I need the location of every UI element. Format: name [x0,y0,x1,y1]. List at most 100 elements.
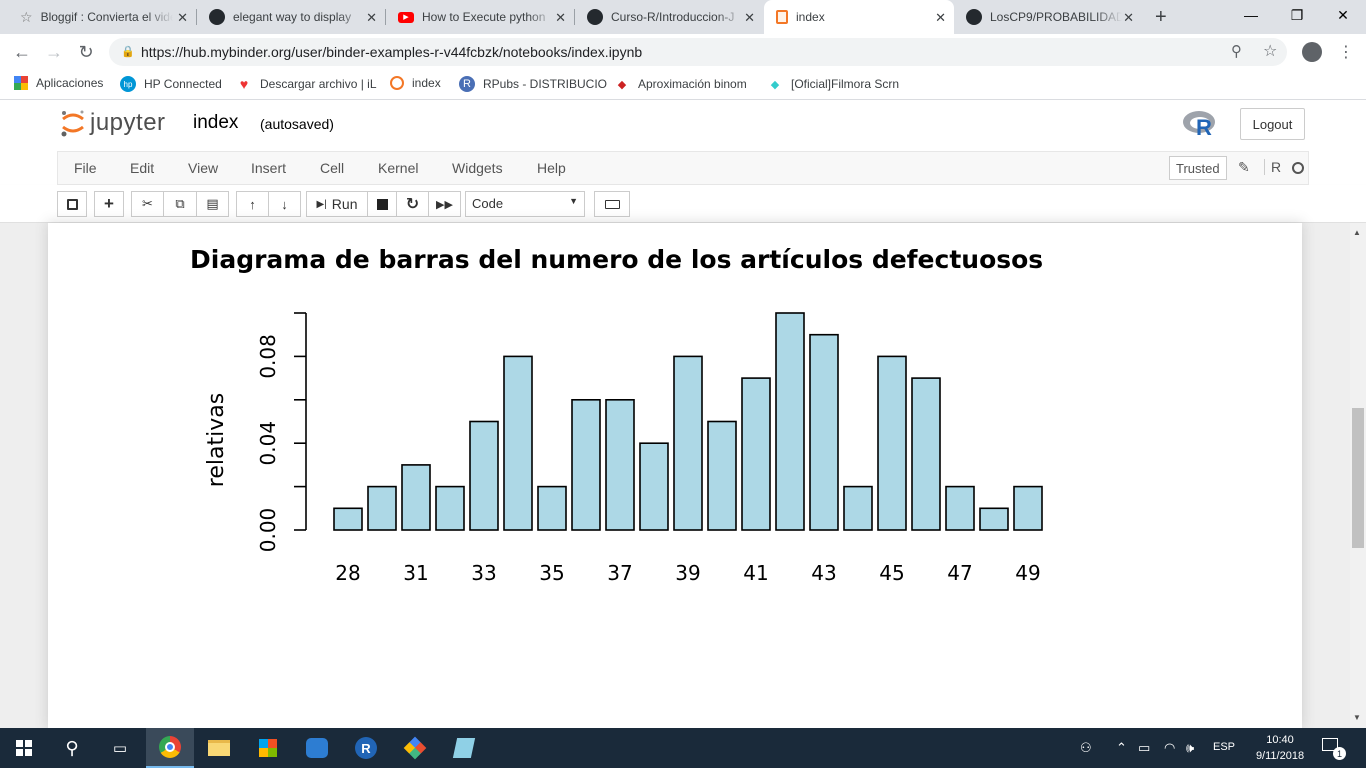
r-icon[interactable]: R [342,728,390,768]
menu-help[interactable]: Help [537,160,566,176]
github-icon [209,9,225,25]
language-indicator[interactable]: ESP [1213,741,1236,753]
people-icon[interactable]: ⚇ [1080,740,1092,755]
store-icon[interactable] [244,728,292,768]
paste-icon: ▤ [206,196,219,211]
bar-48 [979,507,1009,531]
close-tab-icon[interactable]: ✕ [935,10,946,25]
menu-cell[interactable]: Cell [320,160,345,176]
bookmark-descargar[interactable]: ♥ Descargar archivo | iL [236,76,377,92]
x-tick-label: 47 [947,561,972,585]
zoom-icon[interactable]: ⚲ [1231,43,1242,60]
arrow-down-icon: ↓ [281,196,288,212]
cut-button[interactable]: ✂ [131,191,164,217]
clock[interactable]: 10:40 9/11/2018 [1250,732,1310,764]
close-tab-icon[interactable]: ✕ [1123,10,1134,25]
reload-icon[interactable]: ↻ [78,41,94,62]
x-tick-label: 28 [335,561,360,585]
menu-kernel[interactable]: Kernel [378,160,419,176]
taskbar: ⚲ ▭ R ⚇ ⌃ ▭ ◠ 🕪 ESP 10:40 9/11/2018 1 [0,728,1366,768]
clock-date: 9/11/2018 [1255,750,1305,762]
chevron-up-icon[interactable]: ⌃ [1116,740,1127,755]
app-icon[interactable] [293,728,341,768]
profile-avatar-icon[interactable] [1302,42,1322,62]
bookmark-filmora[interactable]: ◆ [Oficial]Filmora Scrn [767,76,899,92]
restart-run-all-button[interactable]: ▶▶ [428,191,461,217]
bookmark-hp[interactable]: hp HP Connected [120,76,222,92]
url-input[interactable]: 🔒 https://hub.mybinder.org/user/binder-e… [109,38,1287,66]
bookmark-rpubs[interactable]: R RPubs - DISTRIBUCIO [459,76,607,92]
more-menu-icon[interactable]: ⋮ [1338,44,1354,61]
start-icon[interactable] [0,728,48,768]
bars-group [333,312,1043,531]
copy-button[interactable]: ⧉ [163,191,197,217]
jupyter-icon [776,10,788,24]
close-tab-icon[interactable]: ✕ [366,10,377,25]
menu-view[interactable]: View [188,160,219,176]
bookmark-aplicaciones[interactable]: Aplicaciones [14,76,103,90]
minimize-button[interactable]: — [1244,7,1258,23]
jupyter-logo[interactable]: jupyter [60,109,166,137]
notification-count: 1 [1333,747,1346,760]
back-arrow-icon[interactable]: ← [13,41,31,62]
file-explorer-icon[interactable] [195,728,243,768]
browser-tab[interactable]: ▶ How to Execute python ✕ [386,0,574,34]
bookmark-aproximacion[interactable]: ◆ Aproximación binom [614,76,747,92]
browser-tab[interactable]: LosCP9/PROBABILIDAD ✕ [954,0,1142,34]
wifi-icon[interactable]: ◠ [1164,740,1176,755]
cell-type-select[interactable]: Code ▼ [465,191,585,217]
scroll-up-icon[interactable]: ▲ [1353,228,1361,237]
browser-tab-active[interactable]: index ✕ [764,0,954,34]
run-button[interactable]: ▶| Run [306,191,368,217]
close-tab-icon[interactable]: ✕ [177,10,188,25]
interrupt-button[interactable] [367,191,397,217]
forward-arrow-icon[interactable]: → [45,41,63,62]
pencil-icon[interactable]: ✎ [1238,159,1250,175]
github-icon [587,9,603,25]
star-icon: ☆ [20,8,33,25]
github-icon [966,9,982,25]
battery-icon[interactable]: ▭ [1138,740,1151,755]
insert-cell-button[interactable]: + [94,191,124,217]
browser-tab[interactable]: ☆ Bloggif : Convierta el video ✕ [8,0,196,34]
scrollbar-thumb[interactable] [1352,408,1364,548]
bar-30 [367,485,397,531]
close-tab-icon[interactable]: ✕ [744,10,755,25]
paste-button[interactable]: ▤ [196,191,229,217]
browser-tab[interactable]: elegant way to display ✕ [197,0,385,34]
menu-edit[interactable]: Edit [130,160,155,176]
menu-bar: File Edit View Insert Cell Kernel Widget… [57,151,1309,185]
x-tick-labels: 28 31 33 35 37 39 41 43 45 47 49 [335,561,1040,585]
maximize-button[interactable]: ❐ [1290,6,1304,23]
address-bar: ← → ↻ 🔒 https://hub.mybinder.org/user/bi… [0,34,1366,70]
command-palette-button[interactable] [594,191,630,217]
notepad-icon[interactable] [440,728,488,768]
restart-button[interactable]: ↻ [396,191,429,217]
notification-center-icon[interactable]: 1 [1322,738,1346,760]
menu-widgets[interactable]: Widgets [452,160,503,176]
move-down-button[interactable]: ↓ [268,191,301,217]
save-button[interactable] [57,191,87,217]
run-label: Run [331,196,358,212]
bookmark-index[interactable]: index [390,76,441,90]
notebook-name[interactable]: index [193,112,239,133]
browser-tab[interactable]: Curso-R/Introduccion-J ✕ [575,0,763,34]
bookmark-star-icon[interactable]: ☆ [1263,43,1278,60]
bar-46 [911,377,941,531]
volume-icon[interactable]: 🕪 [1186,740,1195,755]
bar-42 [775,312,805,531]
move-up-button[interactable]: ↑ [236,191,269,217]
scroll-down-icon[interactable]: ▼ [1353,713,1361,722]
logout-button[interactable]: Logout [1240,108,1305,140]
menu-file[interactable]: File [74,160,97,176]
git-icon[interactable] [391,728,439,768]
search-icon[interactable]: ⚲ [65,737,79,758]
trusted-button[interactable]: Trusted [1169,156,1227,180]
close-window-button[interactable]: ✕ [1337,6,1349,23]
task-view-icon[interactable]: ▭ [112,740,128,757]
chrome-icon[interactable] [146,728,194,768]
close-tab-icon[interactable]: ✕ [555,10,566,25]
new-tab-button[interactable]: + [1155,6,1167,28]
page-scrollbar[interactable]: ▲ ▼ [1350,223,1366,728]
menu-insert[interactable]: Insert [251,160,287,176]
